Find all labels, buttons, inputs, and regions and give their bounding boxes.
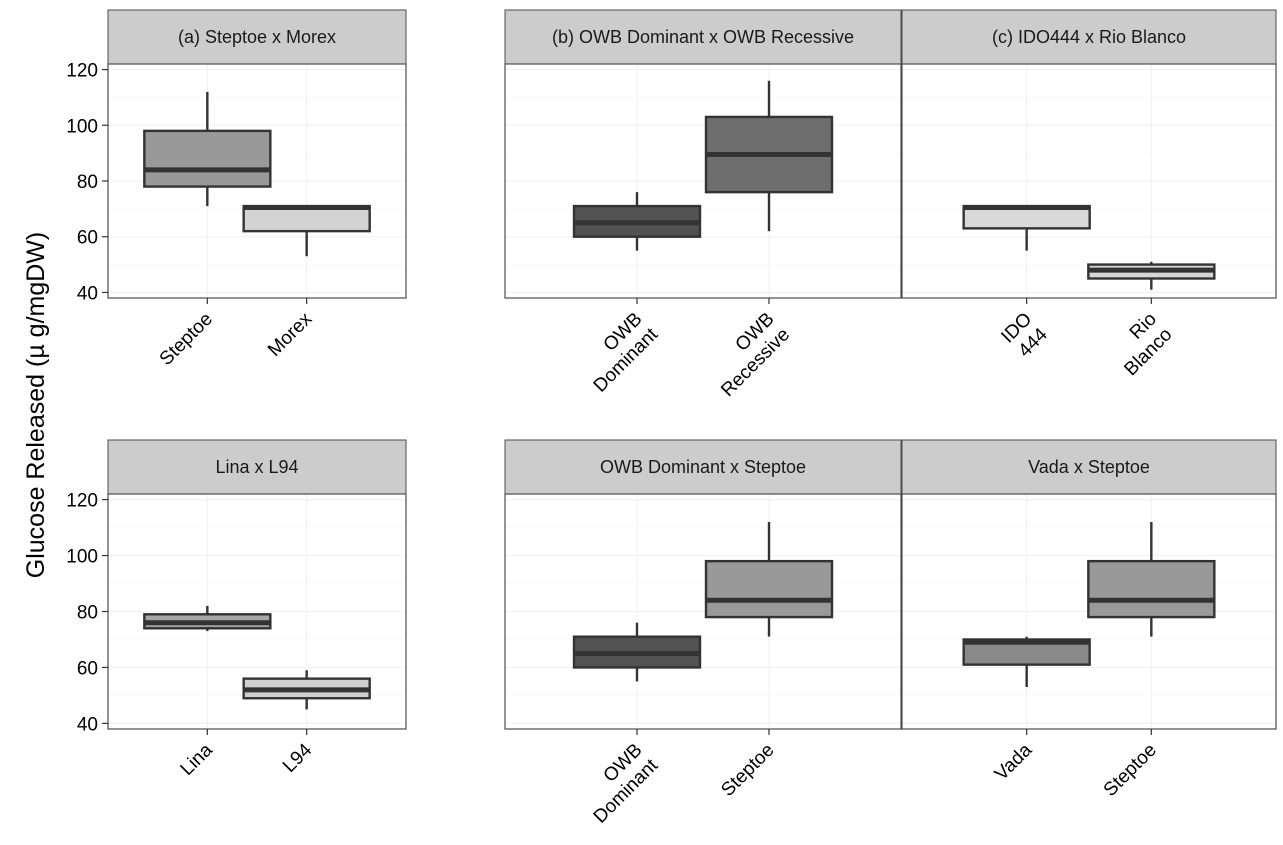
box-body <box>704 559 834 619</box>
panel-strip <box>901 439 1277 495</box>
panel-strip <box>901 9 1277 65</box>
panel-title: (c) IDO444 x Rio Blanco <box>992 27 1186 47</box>
panel-strip <box>504 9 902 65</box>
panel-title: Vada x Steptoe <box>1028 457 1150 477</box>
panel-border <box>901 63 1277 299</box>
x-tick-label: RioBlanco <box>1105 309 1176 380</box>
panel-1: (a) Steptoe x Morex 40 60 80 100 120 Steptoe Mo… <box>66 9 407 370</box>
box-owb-recessive <box>704 80 834 232</box>
box-vada <box>962 636 1091 688</box>
y-tick-label: 100 <box>66 116 98 137</box>
y-tick-label: 80 <box>77 603 98 624</box>
y-tick-label: 120 <box>66 491 98 512</box>
y-tick-label: 80 <box>77 172 98 193</box>
panel-title: OWB Dominant x Steptoe <box>600 457 806 477</box>
box-steptoe <box>143 91 272 207</box>
x-tick-label: L94 <box>279 739 317 777</box>
box-morex <box>242 204 371 257</box>
box-owb-dominant <box>572 192 702 251</box>
box-body <box>143 129 272 188</box>
y-tick-label: 120 <box>66 61 98 82</box>
panel-5: OWB Dominant x Steptoe OWBDominant Steptoe <box>504 439 902 828</box>
panel-title: Lina x L94 <box>215 457 298 477</box>
box-body <box>1087 559 1216 619</box>
panel-grid: (a) Steptoe x Morex 40 60 80 100 120 Steptoe Mo… <box>66 9 1277 828</box>
x-tick-label: Vada <box>991 739 1037 785</box>
y-tick-label: 40 <box>77 714 98 735</box>
y-tick-label: 100 <box>66 547 98 568</box>
box-owb-dominant <box>572 622 702 682</box>
panel-border <box>901 493 1277 730</box>
panel-3: (c) IDO444 x Rio Blanco IDO444 RioBlanco <box>901 9 1277 380</box>
y-tick-label: 60 <box>77 228 98 249</box>
x-tick-label: OWBDominant <box>574 308 662 396</box>
box-rio-blanco <box>1087 261 1216 290</box>
panel-border <box>504 493 902 730</box>
y-tick-label: 60 <box>77 658 98 679</box>
panel-strip <box>107 9 407 65</box>
box-steptoe <box>704 521 834 637</box>
box-ido-444 <box>962 204 1091 251</box>
box-lina <box>143 605 272 632</box>
box-steptoe <box>1087 521 1216 637</box>
panel-title: (a) Steptoe x Morex <box>178 27 336 47</box>
x-tick-label: Steptoe <box>717 740 778 801</box>
x-tick-label: Lina <box>177 739 218 780</box>
panel-border <box>504 63 902 299</box>
y-tick-label: 40 <box>77 283 98 304</box>
x-tick-label: Steptoe <box>1100 740 1161 801</box>
x-tick-label: Steptoe <box>156 309 217 370</box>
y-axis-label: Glucose Released (µ g/mgDW) <box>22 232 50 578</box>
x-tick-label: IDO444 <box>997 308 1052 363</box>
x-tick-label: OWBRecessive <box>702 309 794 401</box>
panel-title: (b) OWB Dominant x OWB Recessive <box>552 27 854 47</box>
x-tick-label: Morex <box>264 308 317 361</box>
panel-6: Vada x Steptoe Vada Steptoe <box>901 439 1277 801</box>
box-l94 <box>242 670 371 710</box>
x-tick-label: OWBDominant <box>574 739 662 827</box>
panel-4: Lina x L94 40 60 80 100 120 Lina L94 <box>66 439 407 780</box>
panel-2: (b) OWB Dominant x OWB Recessive OWBDomin… <box>504 9 902 401</box>
